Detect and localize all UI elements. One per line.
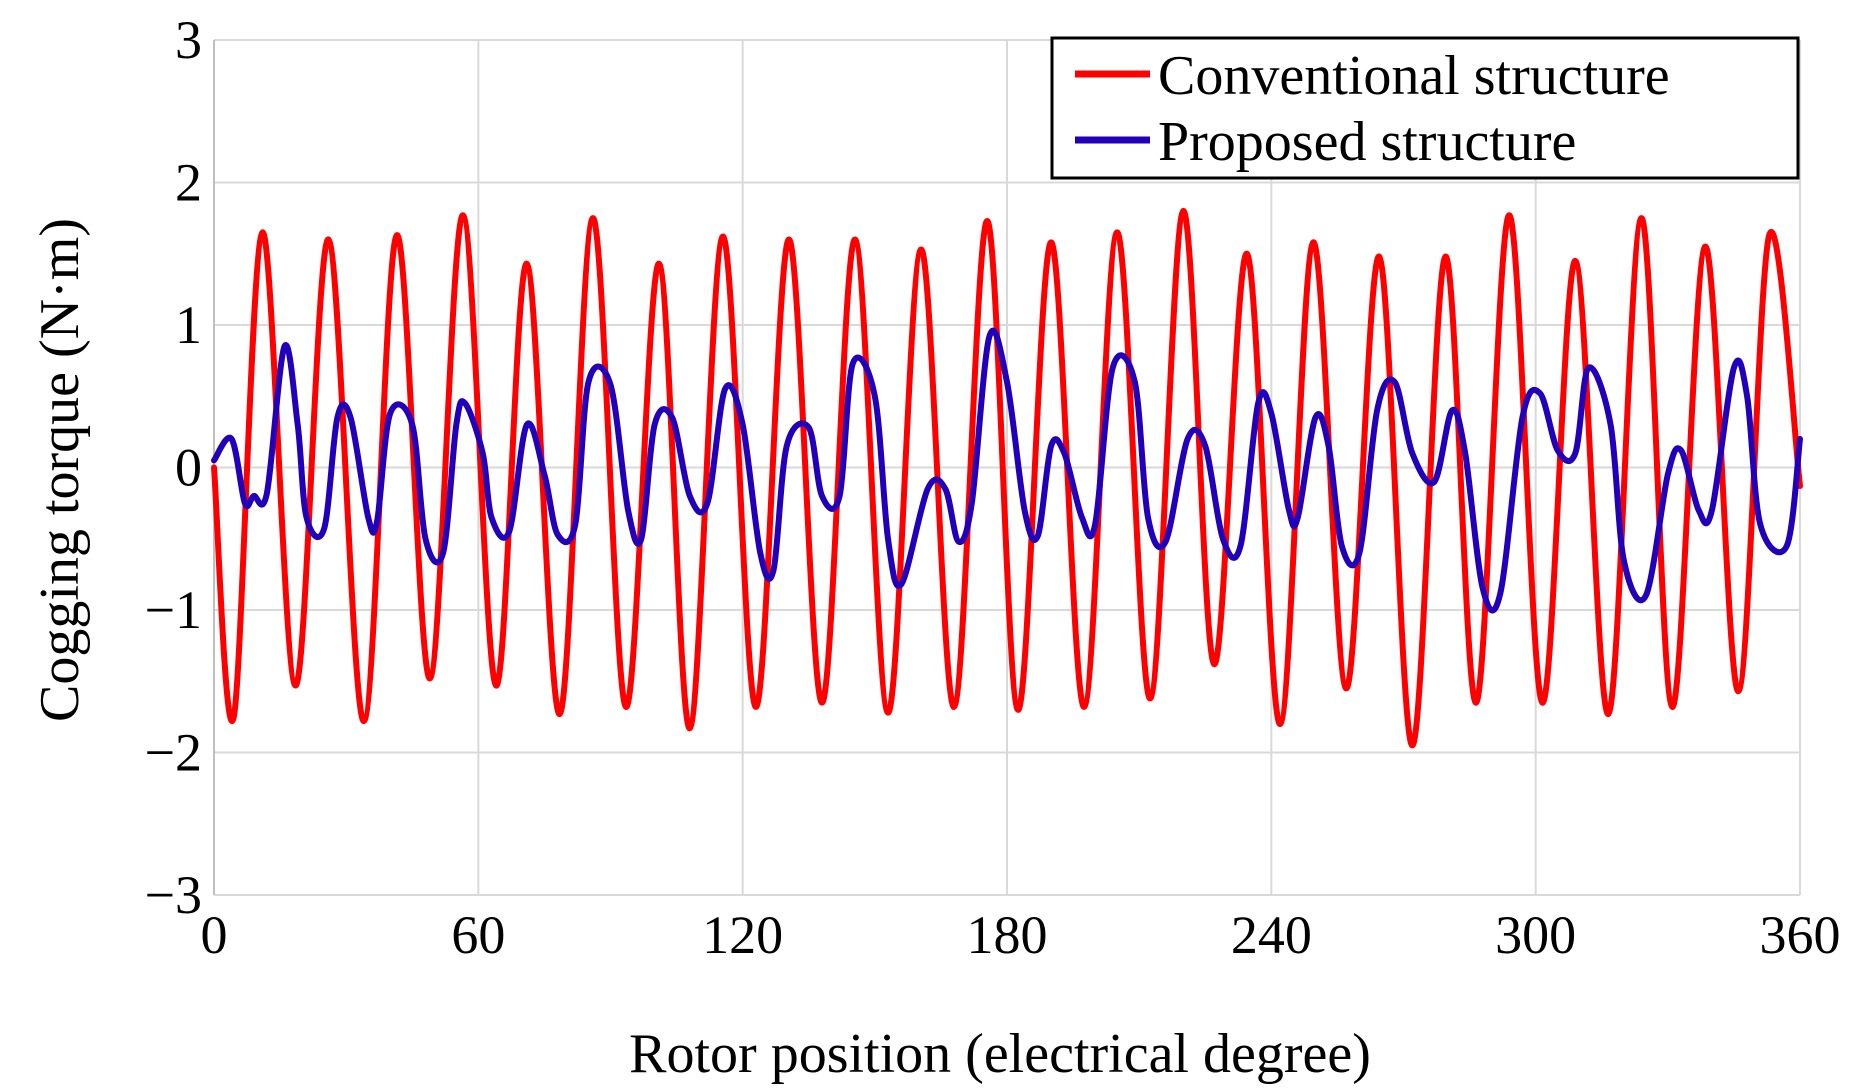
series-line-conventional — [211, 207, 1803, 749]
legend: Conventional structure Proposed structur… — [1050, 36, 1800, 180]
legend-box — [1050, 36, 1800, 180]
y-tick-label: 1 — [175, 295, 202, 355]
legend-label-proposed: Proposed structure — [1158, 111, 1576, 173]
x-tick-label: 360 — [1760, 905, 1841, 965]
x-axis-label: Rotor position (electrical degree) — [629, 1023, 1371, 1085]
y-tick-label: 3 — [175, 10, 202, 70]
y-axis-label: Cogging torque (N·m) — [29, 218, 91, 722]
y-tick-label: −3 — [145, 865, 202, 925]
x-tick-label: 240 — [1231, 905, 1312, 965]
y-tick-label: 0 — [175, 438, 202, 498]
y-tick-label: 2 — [175, 153, 202, 213]
y-tick-label: −2 — [145, 723, 202, 783]
x-tick-label: 0 — [201, 905, 228, 965]
y-tick-label: −1 — [145, 580, 202, 640]
series-line-proposed — [211, 327, 1803, 614]
x-tick-label: 300 — [1495, 905, 1576, 965]
series-layer — [211, 207, 1803, 749]
x-tick-label: 180 — [967, 905, 1048, 965]
x-tick-label: 60 — [451, 905, 505, 965]
legend-label-conventional: Conventional structure — [1158, 45, 1670, 107]
x-tick-label: 120 — [702, 905, 783, 965]
